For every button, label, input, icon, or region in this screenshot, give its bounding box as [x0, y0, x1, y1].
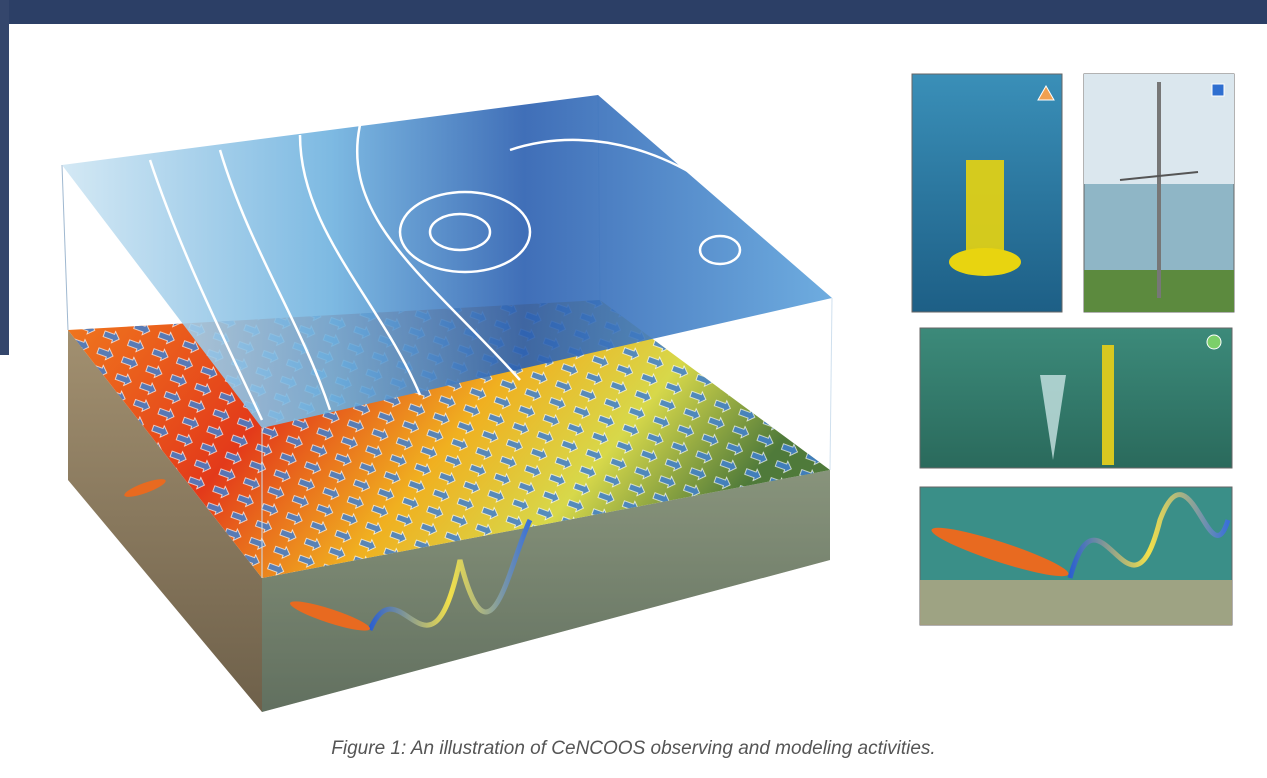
net-photo [919, 327, 1233, 469]
seabed [920, 580, 1232, 625]
glider-small [124, 479, 166, 497]
edge [61, 164, 69, 331]
triangle-icon [1037, 84, 1055, 101]
weather-plane [62, 95, 832, 428]
edge [829, 297, 833, 471]
buoy-tower [966, 160, 1004, 260]
block-right-face [262, 470, 830, 712]
glider-closeup-path [1067, 492, 1231, 579]
top-band [0, 0, 1267, 24]
block-left-face [68, 330, 262, 712]
square-icon [1211, 83, 1225, 97]
net [1040, 375, 1066, 460]
contours [148, 124, 761, 421]
sensor [1102, 345, 1114, 465]
glider-path [367, 518, 533, 631]
water-tint [262, 470, 830, 712]
figure-caption: Figure 1: An illustration of CeNCOOS obs… [331, 738, 936, 759]
glider-closeup [931, 527, 1069, 577]
glider [289, 601, 371, 631]
left-band [0, 0, 9, 355]
pole-arms [1119, 171, 1199, 181]
circle-icon [1206, 334, 1222, 350]
